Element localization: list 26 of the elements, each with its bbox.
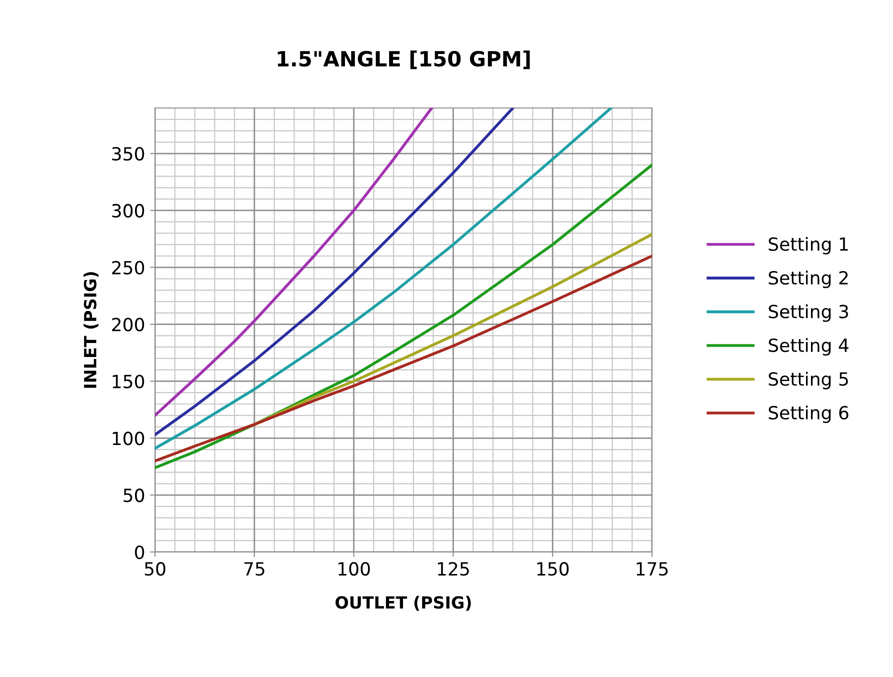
legend-label: Setting 1 (768, 236, 848, 254)
x-axis-title: OUTLET (PSIG) (336, 596, 471, 611)
y-tick-label: 350 (112, 147, 144, 161)
line-series (155, 108, 434, 417)
legend-label: Setting 5 (768, 372, 848, 390)
y-tick-label: 50 (124, 488, 144, 502)
y-tick-label: 200 (112, 318, 144, 332)
line-series (155, 108, 612, 450)
y-tick-label: 300 (112, 204, 144, 218)
y-axis-title: INLET (PSIG) (84, 272, 98, 388)
legend-label: Setting 6 (768, 406, 848, 424)
y-tick-label: 0 (134, 545, 144, 560)
y-tick-label: 250 (112, 260, 144, 274)
x-tick-label: 100 (338, 562, 370, 576)
y-tick-label: 100 (112, 432, 144, 446)
legend-label: Setting 4 (768, 338, 848, 356)
x-tick-label: 125 (438, 562, 469, 576)
x-tick-label: 175 (636, 562, 668, 576)
line-series (155, 108, 514, 436)
x-tick-label: 75 (244, 562, 264, 576)
x-tick-label: 150 (537, 562, 569, 576)
x-tick-label: 50 (144, 562, 166, 576)
y-tick-label: 150 (112, 374, 144, 388)
legend-label: Setting 3 (768, 304, 848, 322)
chart-title: 1.5"ANGLE [150 GPM] (278, 50, 530, 70)
legend-label: Setting 2 (768, 270, 848, 288)
